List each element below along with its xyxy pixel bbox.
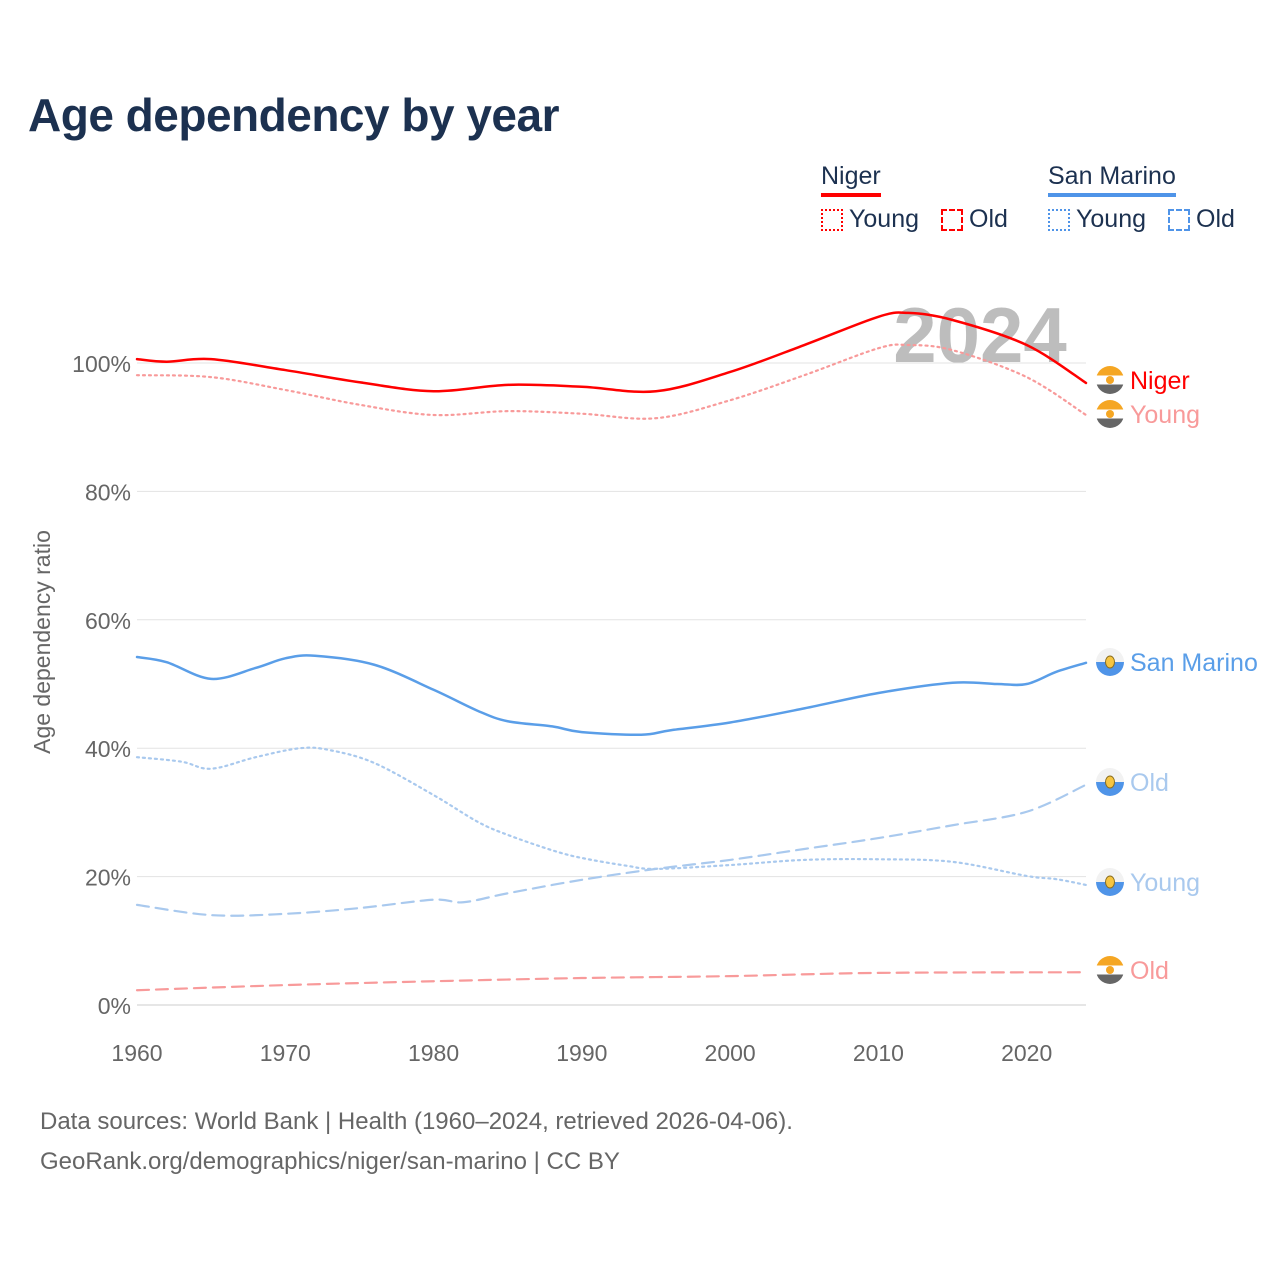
series-line-niger	[135, 311, 1088, 394]
legend-niger-header[interactable]: Niger	[821, 162, 881, 197]
x-tick-label: 2010	[853, 1040, 904, 1066]
x-tick-label: 1970	[260, 1040, 311, 1066]
end-label-niger-old: Old	[1130, 957, 1169, 985]
y-axis-label: Age dependency ratio	[29, 530, 55, 754]
san-marino-flag-icon	[1096, 648, 1124, 676]
footer-sources: Data sources: World Bank | Health (1960–…	[40, 1108, 793, 1135]
end-label-niger-young: Young	[1130, 401, 1200, 429]
x-tick-label: 1990	[556, 1040, 607, 1066]
niger-flag-icon	[1096, 366, 1124, 394]
legend-niger-label: Niger	[821, 162, 881, 190]
year-watermark: 2024	[893, 291, 1067, 379]
footer-link[interactable]: GeoRank.org/demographics/niger/san-marin…	[40, 1148, 620, 1175]
x-tick-label: 1980	[408, 1040, 459, 1066]
legend-niger-young[interactable]: Young	[821, 205, 919, 234]
y-tick-label: 0%	[98, 993, 131, 1019]
x-tick-label: 1960	[111, 1040, 162, 1066]
legend-san-marino-underline	[1048, 193, 1176, 197]
san-marino-flag-icon	[1096, 768, 1124, 796]
end-label-san-marino-old: Old	[1130, 769, 1169, 797]
niger-flag-icon	[1096, 400, 1124, 428]
legend-san-marino-header[interactable]: San Marino	[1048, 162, 1176, 197]
legend-san-marino-young[interactable]: Young	[1048, 205, 1146, 234]
dashed-swatch-icon	[941, 208, 963, 231]
y-tick-label: 100%	[72, 351, 131, 377]
series-line-niger-old	[135, 971, 1088, 992]
legend-item-label: Old	[1196, 205, 1235, 233]
x-tick-label: 2000	[705, 1040, 756, 1066]
y-tick-label: 40%	[85, 736, 131, 762]
legend-san-marino-old[interactable]: Old	[1168, 205, 1235, 234]
y-tick-label: 60%	[85, 608, 131, 634]
series-line-san-marino-old	[135, 783, 1088, 917]
legend-item-label: Old	[969, 205, 1008, 233]
end-label-niger: Niger	[1130, 367, 1190, 395]
chart-title: Age dependency by year	[28, 89, 559, 141]
y-tick-label: 20%	[85, 865, 131, 891]
series-line-san-marino-young	[135, 746, 1088, 887]
end-label-san-marino-young: Young	[1130, 869, 1200, 897]
san-marino-flag-icon	[1096, 868, 1124, 896]
series-line-san-marino	[135, 654, 1088, 737]
legend-san-marino-label: San Marino	[1048, 162, 1176, 190]
y-tick-label: 80%	[85, 479, 131, 505]
end-label-san-marino: San Marino	[1130, 649, 1258, 677]
niger-flag-icon	[1096, 956, 1124, 984]
series-line-niger-young	[135, 343, 1088, 420]
dashed-swatch-icon	[1168, 208, 1190, 231]
dotted-swatch-icon	[1048, 208, 1070, 231]
x-tick-label: 2020	[1001, 1040, 1052, 1066]
legend-item-label: Young	[849, 205, 919, 233]
legend-item-label: Young	[1076, 205, 1146, 233]
dotted-swatch-icon	[821, 208, 843, 231]
legend-niger-underline	[821, 193, 881, 197]
legend-niger-old[interactable]: Old	[941, 205, 1008, 234]
